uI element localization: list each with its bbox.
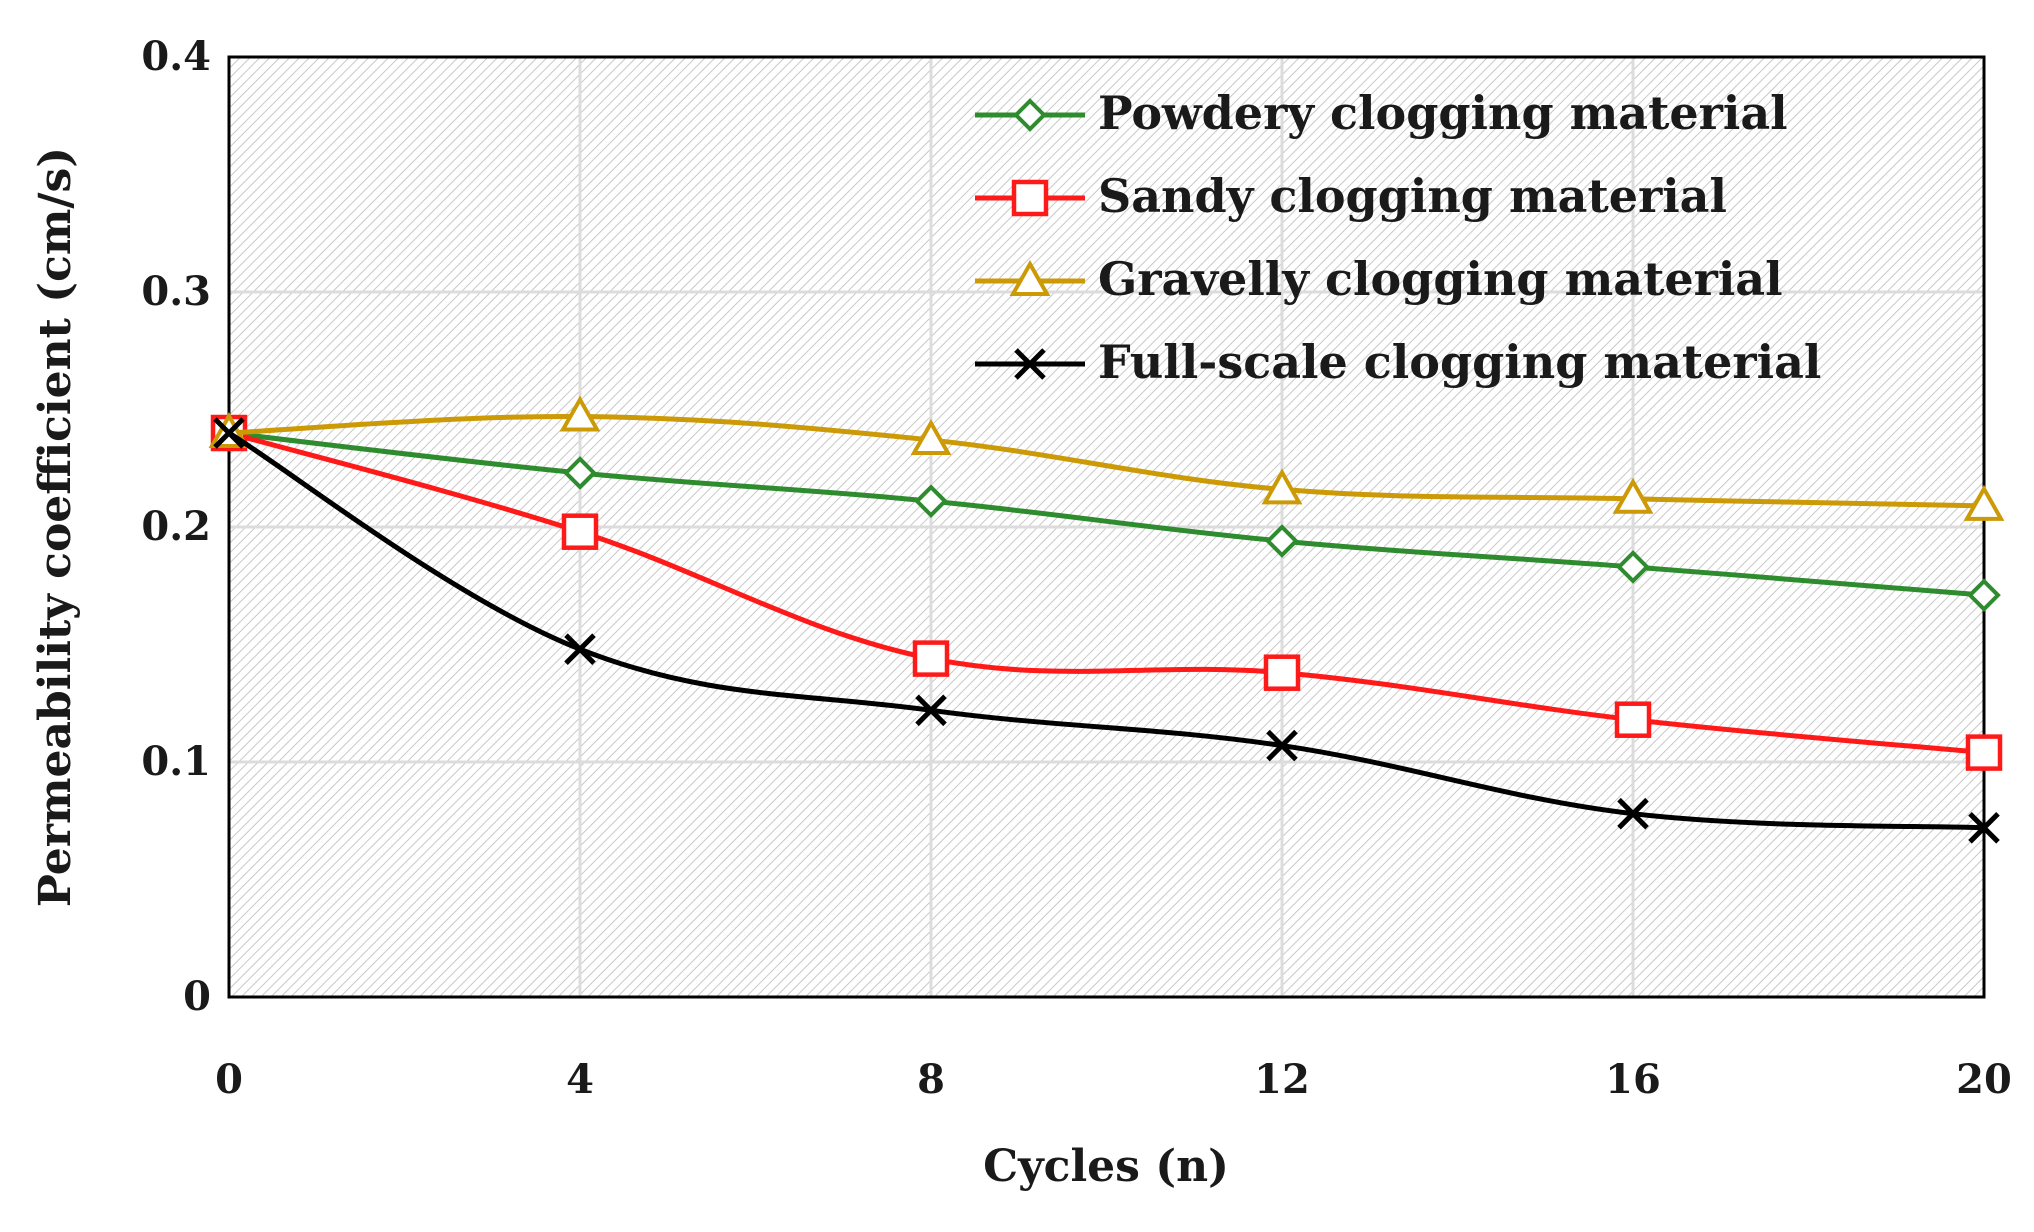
series-full-scale-clogging-material bbox=[213, 417, 2000, 844]
x-axis-title: Cycles (n) bbox=[983, 1141, 1229, 1192]
legend-marker bbox=[1009, 259, 1051, 296]
data-point bbox=[910, 418, 952, 456]
data-point bbox=[1965, 734, 2003, 771]
data-point bbox=[559, 395, 601, 432]
series-line bbox=[228, 430, 1985, 598]
legend-entry: Gravelly clogging material bbox=[975, 252, 1783, 306]
series-line bbox=[227, 430, 1985, 831]
plot-frame bbox=[227, 55, 1986, 999]
x-tick-label: 8 bbox=[917, 1056, 945, 1103]
legend-label: Gravelly clogging material bbox=[1098, 252, 1783, 306]
data-point bbox=[1261, 468, 1303, 505]
y-tick-label: 0.1 bbox=[141, 738, 211, 785]
x-marker-stroke bbox=[1617, 797, 1649, 830]
series-line bbox=[228, 413, 1985, 509]
data-point bbox=[1968, 812, 2000, 844]
data-point bbox=[1263, 654, 1301, 691]
series-group bbox=[208, 395, 2005, 844]
data-point bbox=[563, 456, 597, 490]
x-marker-stroke bbox=[915, 694, 947, 727]
data-point bbox=[914, 484, 948, 518]
x-marker-stroke bbox=[564, 633, 596, 665]
legend: Powdery clogging material Sandy clogging … bbox=[975, 86, 1821, 389]
x-tick-labels: 0 4 8 12 16 20 bbox=[215, 1056, 2012, 1103]
x-marker-stroke bbox=[213, 417, 245, 449]
x-marker-stroke bbox=[1014, 348, 1046, 380]
x-tick-label: 20 bbox=[1956, 1056, 2012, 1103]
y-tick-label: 0.2 bbox=[141, 503, 211, 550]
legend-label: Full-scale clogging material bbox=[1098, 335, 1821, 389]
legend-label: Sandy clogging material bbox=[1098, 169, 1727, 223]
data-point bbox=[1266, 729, 1298, 762]
y-tick-label: 0.4 bbox=[141, 33, 211, 80]
y-tick-label: 0 bbox=[183, 973, 211, 1020]
x-tick-label: 4 bbox=[566, 1056, 594, 1103]
data-point bbox=[561, 513, 599, 550]
data-point bbox=[1616, 550, 1650, 584]
x-tick-label: 0 bbox=[215, 1056, 243, 1103]
data-point bbox=[1963, 484, 2005, 521]
data-point bbox=[915, 694, 947, 727]
legend-entry: Sandy clogging material bbox=[975, 169, 1727, 223]
data-point bbox=[213, 417, 245, 449]
data-point bbox=[1612, 477, 1654, 514]
legend-label: Powdery clogging material bbox=[1098, 86, 1788, 140]
x-marker-stroke bbox=[1266, 729, 1298, 762]
legend-entry: Full-scale clogging material bbox=[975, 335, 1821, 389]
y-tick-labels: 0 0.1 0.2 0.3 0.4 bbox=[141, 33, 211, 1020]
data-point bbox=[1617, 797, 1649, 830]
data-point bbox=[912, 640, 950, 677]
y-tick-label: 0.3 bbox=[141, 268, 211, 315]
x-marker-stroke bbox=[1968, 812, 2000, 844]
x-tick-label: 12 bbox=[1254, 1056, 1310, 1103]
legend-marker bbox=[1014, 348, 1046, 380]
legend-marker bbox=[1013, 98, 1047, 132]
data-point bbox=[1967, 578, 2001, 612]
series-line bbox=[228, 430, 1985, 756]
data-point bbox=[1265, 524, 1299, 558]
data-point bbox=[1614, 701, 1652, 738]
x-tick-label: 16 bbox=[1605, 1056, 1661, 1103]
data-point bbox=[564, 633, 596, 665]
legend-entry: Powdery clogging material bbox=[975, 86, 1788, 140]
legend-marker bbox=[1011, 179, 1049, 217]
y-axis-title: Permeability coefficient (cm/s) bbox=[30, 147, 81, 907]
